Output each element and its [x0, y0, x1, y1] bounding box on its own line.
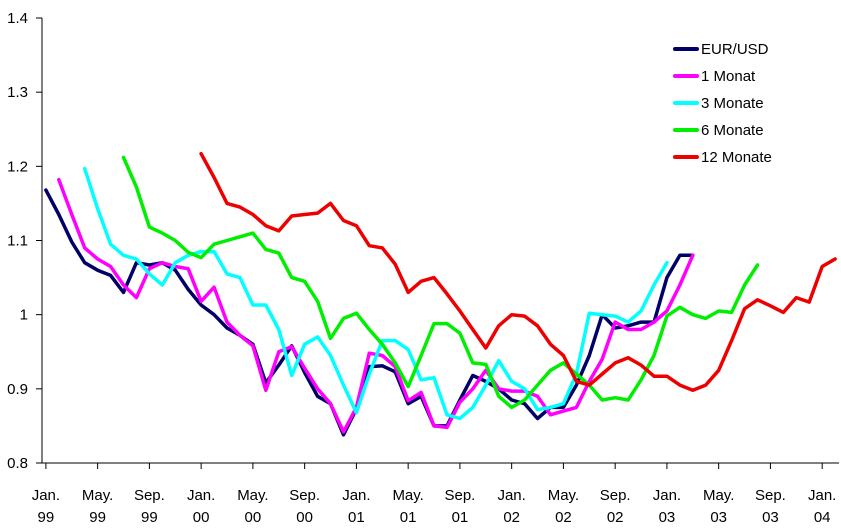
x-tick-label-month: Sep. [600, 487, 631, 504]
series-line [44, 188, 695, 437]
x-tick-label-year: 01 [452, 509, 469, 526]
legend-label: 1 Monat [701, 68, 756, 85]
legend-label: EUR/USD [701, 41, 769, 58]
y-axis: 0.8 0.9 1 1.1 1.2 1.3 1.4 [7, 10, 43, 472]
x-tick-label-year: 00 [193, 509, 210, 526]
x-tick-label-year: 03 [659, 509, 676, 526]
x-tick-label-year: 99 [141, 509, 158, 526]
y-tick-label: 0.8 [7, 455, 28, 472]
x-ticks: Jan. 99 May. 99 Sep. 99 Jan. 00 May. 00 Sep. 00 Jan.… [32, 463, 836, 526]
legend-label: 12 Monate [701, 149, 772, 166]
x-tick-label-year: 04 [814, 509, 831, 526]
x-tick-label-year: 99 [38, 509, 55, 526]
x-tick-label-month: May. [82, 487, 113, 504]
series-lines [44, 151, 837, 437]
x-tick-label-month: Jan. [497, 487, 525, 504]
x-axis: Jan. 99 May. 99 Sep. 99 Jan. 00 May. 00 Sep. 00 Jan.… [32, 462, 839, 526]
legend-label: 6 Monate [701, 122, 764, 139]
x-tick-label-year: 00 [245, 509, 262, 526]
x-tick-label-year: 02 [607, 509, 624, 526]
x-tick-label-month: Jan. [187, 487, 215, 504]
x-tick-label-year: 01 [348, 509, 365, 526]
x-tick-label-month: May. [392, 487, 423, 504]
series-line [121, 155, 760, 410]
y-tick-label: 1 [20, 307, 28, 324]
x-tick-label-year: 02 [555, 509, 572, 526]
y-tick-label: 1.4 [7, 10, 28, 27]
y-tick-label: 0.9 [7, 381, 28, 398]
x-tick-label-year: 03 [762, 509, 779, 526]
x-tick-label-month: Jan. [32, 487, 60, 504]
legend: EUR/USD 1 Monat 3 Monate 6 Monate 12 Monate [673, 41, 772, 166]
x-tick-label-year: 00 [296, 509, 313, 526]
x-tick-label-month: Sep. [444, 487, 475, 504]
legend-label: 3 Monate [701, 95, 764, 112]
x-tick-label-month: Sep. [755, 487, 786, 504]
series-line [82, 166, 669, 421]
x-tick-label-month: May. [703, 487, 734, 504]
x-tick-label-month: May. [237, 487, 268, 504]
x-tick-label-year: 03 [710, 509, 727, 526]
series-line [199, 151, 837, 393]
y-tick-label: 1.3 [7, 84, 28, 101]
x-tick-label-month: Sep. [134, 487, 165, 504]
y-tick-label: 1.1 [7, 233, 28, 250]
x-tick-label-year: 02 [503, 509, 520, 526]
x-tick-label-year: 01 [400, 509, 417, 526]
x-tick-label-month: May. [548, 487, 579, 504]
x-tick-label-year: 99 [89, 509, 106, 526]
y-tick-label: 1.2 [7, 158, 28, 175]
x-tick-label-month: Jan. [653, 487, 681, 504]
y-ticks: 0.8 0.9 1 1.1 1.2 1.3 1.4 [7, 10, 42, 472]
x-tick-label-month: Jan. [808, 487, 836, 504]
x-tick-label-month: Jan. [342, 487, 370, 504]
x-tick-label-month: Sep. [289, 487, 320, 504]
